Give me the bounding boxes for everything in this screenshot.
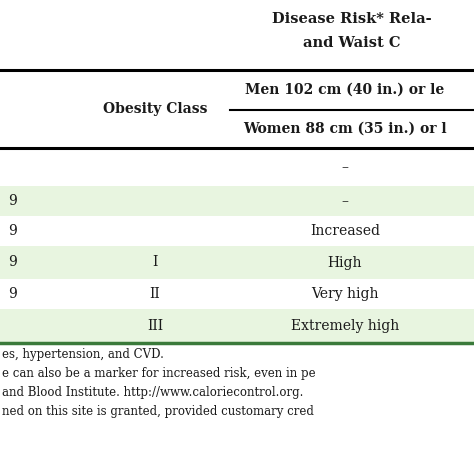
Text: and Blood Institute. http://www.caloriecontrol.org.: and Blood Institute. http://www.caloriec… — [2, 386, 303, 399]
Text: Extremely high: Extremely high — [291, 319, 399, 333]
Text: 9: 9 — [8, 224, 17, 238]
Text: 9: 9 — [8, 287, 17, 301]
Text: High: High — [328, 255, 362, 270]
Text: e can also be a marker for increased risk, even in pe: e can also be a marker for increased ris… — [2, 367, 316, 380]
Bar — [0, 309, 474, 343]
Text: Disease Risk* Rela-: Disease Risk* Rela- — [272, 12, 432, 26]
Text: I: I — [152, 255, 158, 270]
Text: ned on this site is granted, provided customary cred: ned on this site is granted, provided cu… — [2, 405, 314, 418]
Text: Obesity Class: Obesity Class — [103, 102, 207, 116]
Bar — [0, 279, 474, 309]
Text: and Waist C: and Waist C — [303, 36, 401, 50]
Bar — [0, 186, 474, 216]
Text: Women 88 cm (35 in.) or l: Women 88 cm (35 in.) or l — [243, 122, 447, 136]
Text: 9: 9 — [8, 194, 17, 208]
Text: Very high: Very high — [311, 287, 379, 301]
Text: II: II — [150, 287, 160, 301]
Text: Increased: Increased — [310, 224, 380, 238]
Bar — [0, 246, 474, 279]
Text: es, hypertension, and CVD.: es, hypertension, and CVD. — [2, 348, 164, 361]
Text: Men 102 cm (40 in.) or le: Men 102 cm (40 in.) or le — [246, 83, 445, 97]
Bar — [0, 148, 474, 186]
Text: III: III — [147, 319, 163, 333]
Text: –: – — [341, 160, 348, 174]
Text: 9: 9 — [8, 255, 17, 270]
Text: –: – — [341, 194, 348, 208]
Bar — [0, 216, 474, 246]
